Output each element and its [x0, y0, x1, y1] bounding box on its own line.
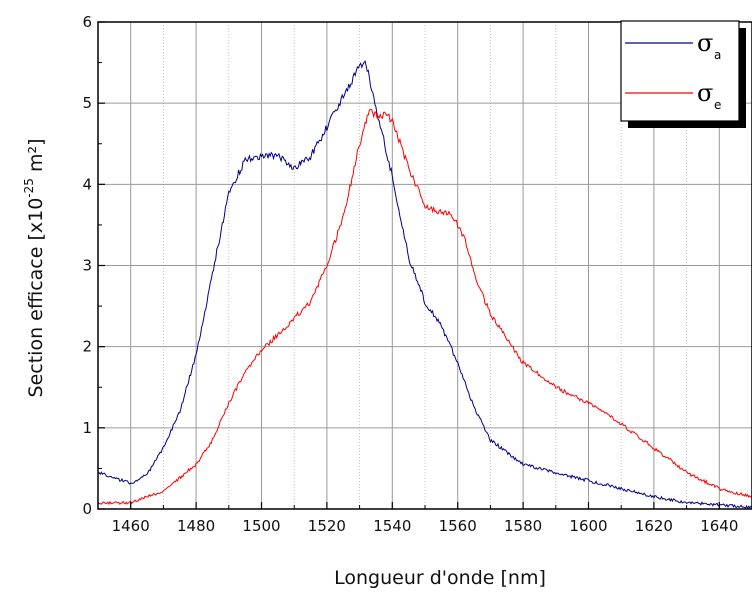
legend-label-a: σ — [697, 29, 713, 57]
x-tick-label: 1560 — [439, 517, 477, 535]
x-tick-label: 1520 — [308, 517, 346, 535]
series-line-a — [97, 60, 752, 510]
axis-ticks: 1460 1480 1500 1520 1540 1560 1580 1600 1620 1640… — [82, 13, 738, 535]
y-axis-title-prefix: Section efficace [x10 — [25, 198, 47, 398]
grid-lines — [98, 22, 752, 509]
series-line-e — [97, 108, 752, 506]
x-tick-label: 1500 — [242, 517, 280, 535]
y-tick-label: 4 — [82, 175, 92, 193]
y-tick-label: 0 — [82, 500, 92, 518]
y-tick-label: 5 — [82, 94, 92, 112]
x-axis-title: Longueur d'onde [nm] — [334, 567, 546, 589]
legend-label-e: σ — [697, 79, 713, 107]
x-tick-label: 1480 — [177, 517, 215, 535]
x-tick-label: 1460 — [112, 517, 150, 535]
x-tick-label: 1600 — [569, 517, 607, 535]
x-tick-label: 1620 — [635, 517, 673, 535]
legend: σ aσ e — [620, 20, 746, 128]
legend-box — [620, 20, 740, 122]
legend-subscript-e: e — [714, 98, 721, 112]
y-axis-title-suffix: m²] — [25, 139, 47, 179]
x-tick-label: 1540 — [373, 517, 411, 535]
x-tick-label: 1640 — [700, 517, 738, 535]
y-tick-label: 6 — [82, 13, 92, 31]
y-axis-title: Section efficace [x10-25 m²] — [22, 139, 47, 398]
plot-series — [97, 60, 752, 510]
legend-subscript-a: a — [714, 48, 721, 62]
x-tick-label: 1580 — [504, 517, 542, 535]
y-tick-label: 3 — [82, 257, 92, 275]
y-axis-title-exponent: -25 — [22, 178, 36, 198]
y-tick-label: 2 — [82, 338, 92, 356]
y-tick-label: 1 — [82, 419, 92, 437]
